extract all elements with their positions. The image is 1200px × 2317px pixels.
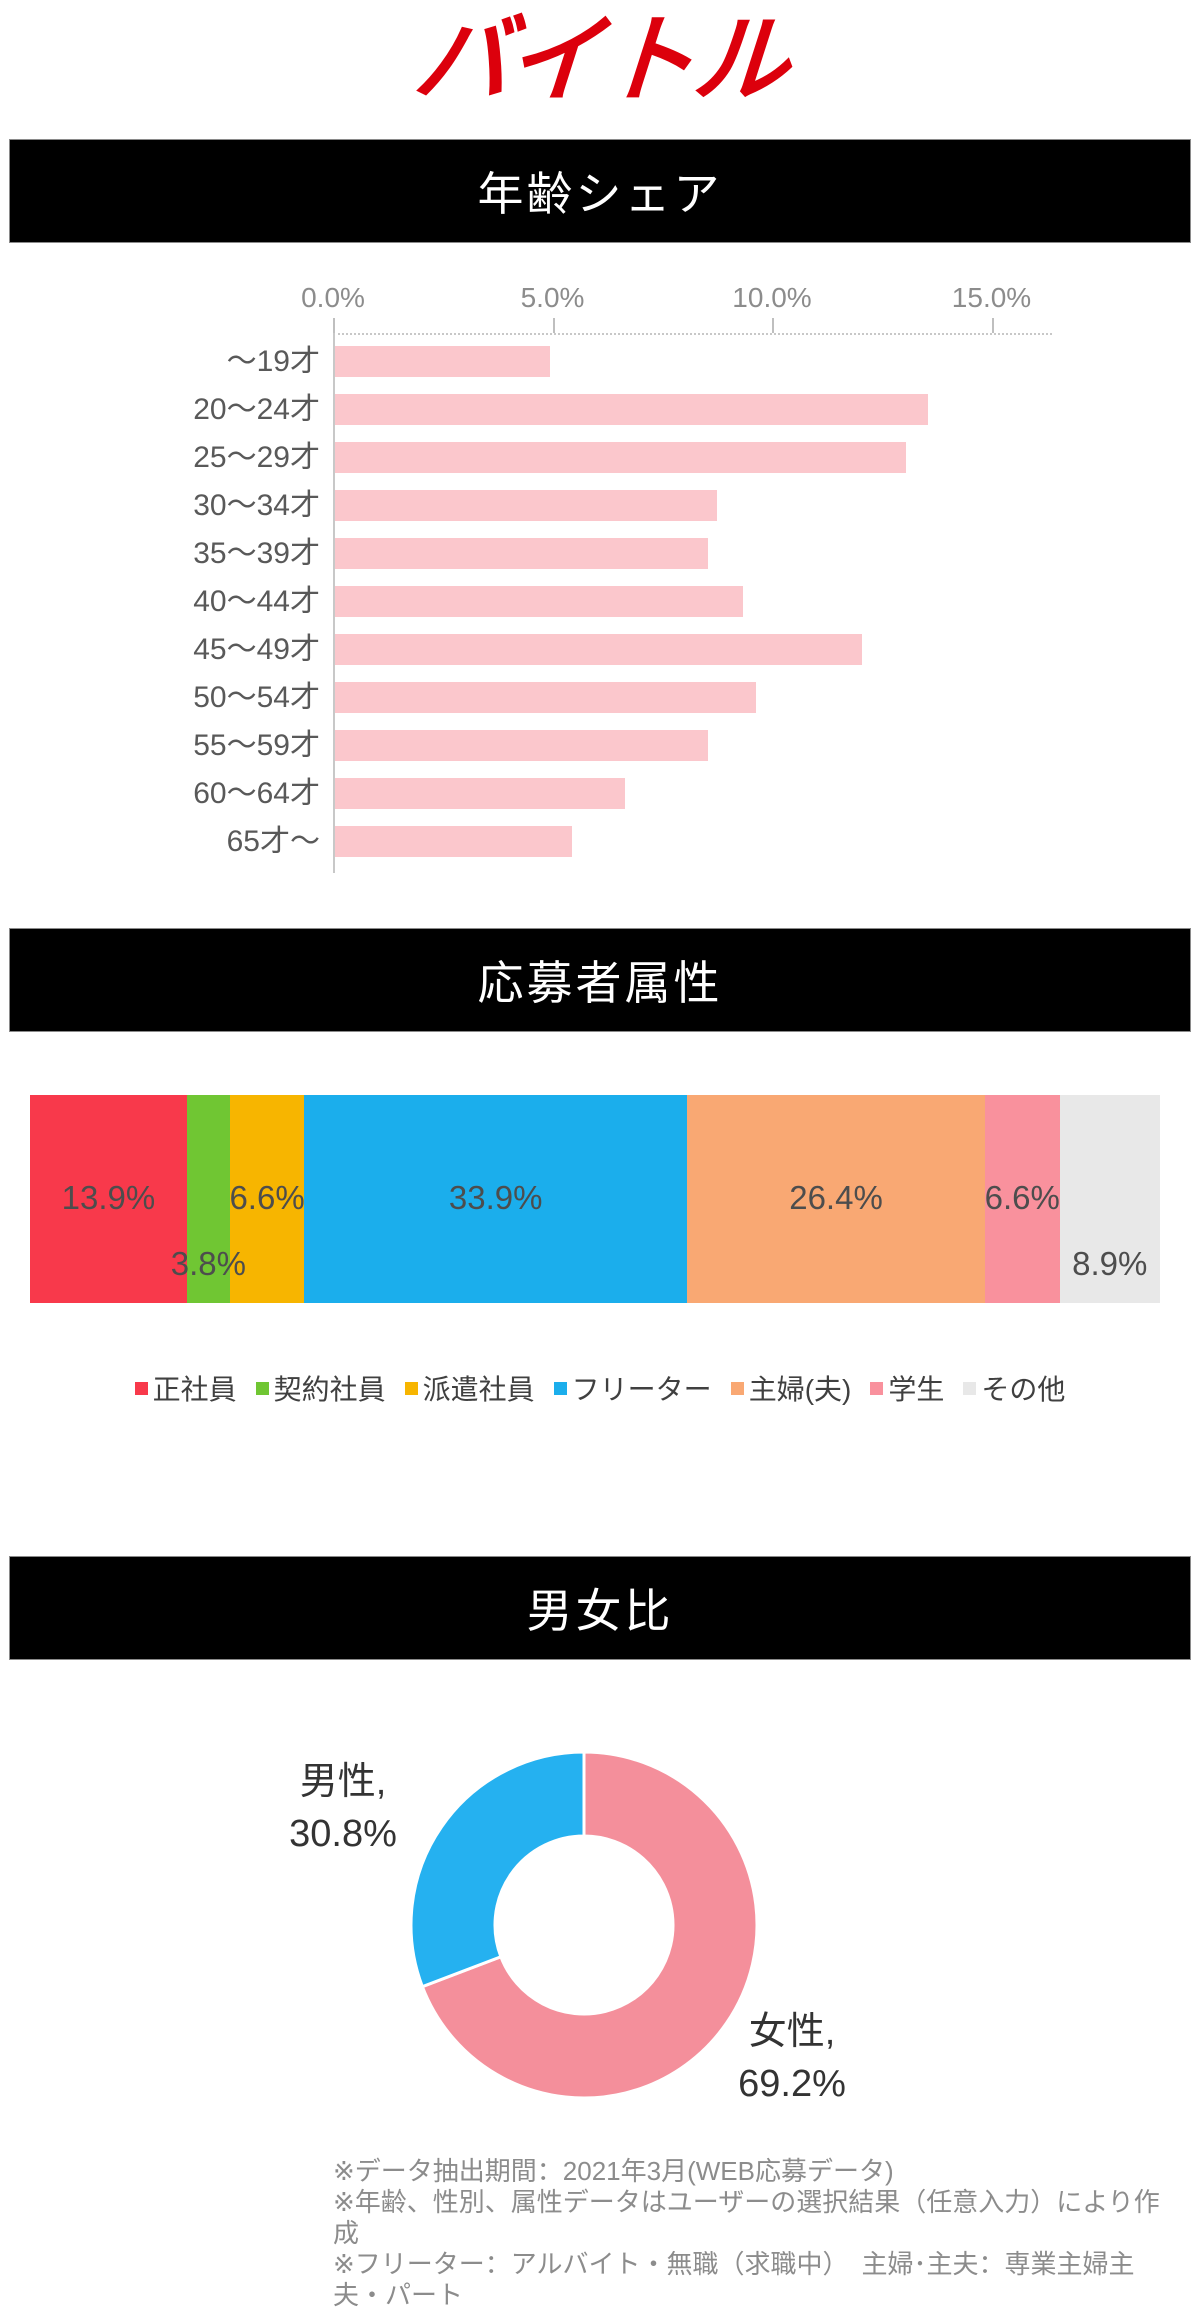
footnotes: ※データ抽出期間：2021年3月(WEB応募データ) ※年齢、性別、属性データは… [333, 2156, 1175, 2311]
footnote-line: ※年齢、性別、属性データはユーザーの選択結果（任意入力）により作成 [333, 2187, 1160, 2248]
axis-tick-label: 10.0% [732, 282, 812, 313]
footnote-line: ※データ抽出期間：2021年3月(WEB応募データ) [333, 2156, 894, 2186]
age-category-label: 35～39才 [193, 537, 320, 570]
age-bar [335, 586, 744, 617]
age-category-label: ～19才 [226, 345, 320, 378]
legend-swatch-icon [553, 1381, 567, 1395]
age-category-label: 50～54才 [193, 681, 320, 714]
age-bar [335, 394, 928, 425]
age-category-label: 60～64才 [193, 777, 320, 810]
legend-item: 主婦(夫) [730, 1368, 852, 1408]
section-banner-age: 年齢シェア [9, 139, 1191, 243]
legend-label: 派遣社員 [422, 1374, 535, 1405]
age-bar [335, 826, 573, 857]
age-bar [335, 778, 625, 809]
male-callout-value: 30.8% [289, 1813, 397, 1855]
legend-item: 契約社員 [255, 1368, 386, 1408]
legend-swatch-icon [870, 1381, 884, 1395]
stacked-segment [186, 1095, 230, 1303]
stacked-segment [1059, 1095, 1160, 1303]
donut-slice-female [420, 1750, 759, 2100]
axis-tick-mark [772, 318, 774, 333]
stacked-segment [985, 1095, 1060, 1303]
axis-tick-label: 0.0% [301, 282, 365, 313]
axis-tick-label: 5.0% [520, 282, 585, 313]
age-share-bar-chart: 0.0% 5.0% 10.0% 15.0% ～19才 20～24才 25～29才 30～34才… [0, 262, 1200, 887]
footnote-line: ※フリーター：アルバイト・無職（求職中） 主婦･主夫：専業主婦主夫・パート [333, 2249, 1135, 2310]
legend-item: フリーター [553, 1368, 712, 1408]
stacked-segment [30, 1095, 187, 1303]
legend-label: 学生 [888, 1374, 945, 1405]
legend-swatch-icon [963, 1381, 977, 1395]
section-banner-attributes: 応募者属性 [9, 928, 1191, 1032]
axis-tick-mark [991, 318, 994, 333]
male-callout-label: 男性, [299, 1761, 387, 1803]
age-bar [335, 634, 862, 665]
age-category-label: 30～34才 [193, 489, 320, 522]
legend-label: その他 [981, 1374, 1066, 1405]
age-bar [335, 538, 709, 569]
legend-swatch-icon [255, 1381, 269, 1395]
legend-item: その他 [963, 1368, 1065, 1408]
baitoru-logo: バイトル [410, 7, 790, 114]
section-banner-gender: 男女比 [9, 1556, 1191, 1660]
female-slice-callout: 女性, 69.2% [692, 2006, 892, 2110]
axis-tick-label: 15.0% [951, 282, 1032, 313]
legend-label: 契約社員 [273, 1374, 386, 1405]
legend-swatch-icon [730, 1381, 744, 1395]
female-callout-value: 69.2% [738, 2063, 846, 2105]
donut-slice-male [409, 1750, 586, 1989]
age-bar [335, 682, 757, 713]
attributes-legend: 正社員 契約社員 派遣社員 フリーター 主婦(夫) 学生 その他 [0, 1368, 1200, 1408]
legend-label: フリーター [571, 1374, 712, 1405]
stacked-segment [229, 1095, 305, 1303]
age-chart-plot-frame [333, 333, 1052, 873]
axis-tick-mark [552, 318, 555, 333]
stacked-segment [686, 1095, 985, 1303]
axis-tick-mark [333, 318, 335, 333]
age-category-label: 40～44才 [193, 585, 320, 618]
section-title-age: 年齢シェア [477, 168, 723, 220]
age-bar [335, 346, 551, 377]
legend-item: 派遣社員 [404, 1368, 535, 1408]
age-category-label: 65才～ [226, 825, 320, 858]
legend-swatch-icon [404, 1381, 418, 1395]
legend-item: 学生 [870, 1368, 944, 1408]
legend-swatch-icon [134, 1381, 148, 1395]
legend-label: 正社員 [152, 1374, 237, 1405]
legend-item: 正社員 [134, 1368, 237, 1408]
female-callout-label: 女性, [748, 2011, 836, 2053]
legend-label: 主婦(夫) [748, 1374, 852, 1405]
age-category-label: 55～59才 [193, 729, 320, 762]
section-title-gender: 男女比 [526, 1585, 674, 1637]
applicant-attributes-stacked-bar [30, 1095, 1160, 1303]
gender-donut-chart [409, 1750, 759, 2100]
age-category-label: 20～24才 [193, 393, 320, 426]
stacked-segment [304, 1095, 687, 1303]
section-title-attributes: 応募者属性 [477, 957, 723, 1009]
age-category-label: 45～49才 [193, 633, 320, 666]
age-bar [335, 490, 717, 521]
age-bar [335, 730, 709, 761]
age-category-label: 25～29才 [193, 441, 320, 474]
male-slice-callout: 男性, 30.8% [243, 1756, 443, 1860]
age-bar [335, 442, 906, 473]
